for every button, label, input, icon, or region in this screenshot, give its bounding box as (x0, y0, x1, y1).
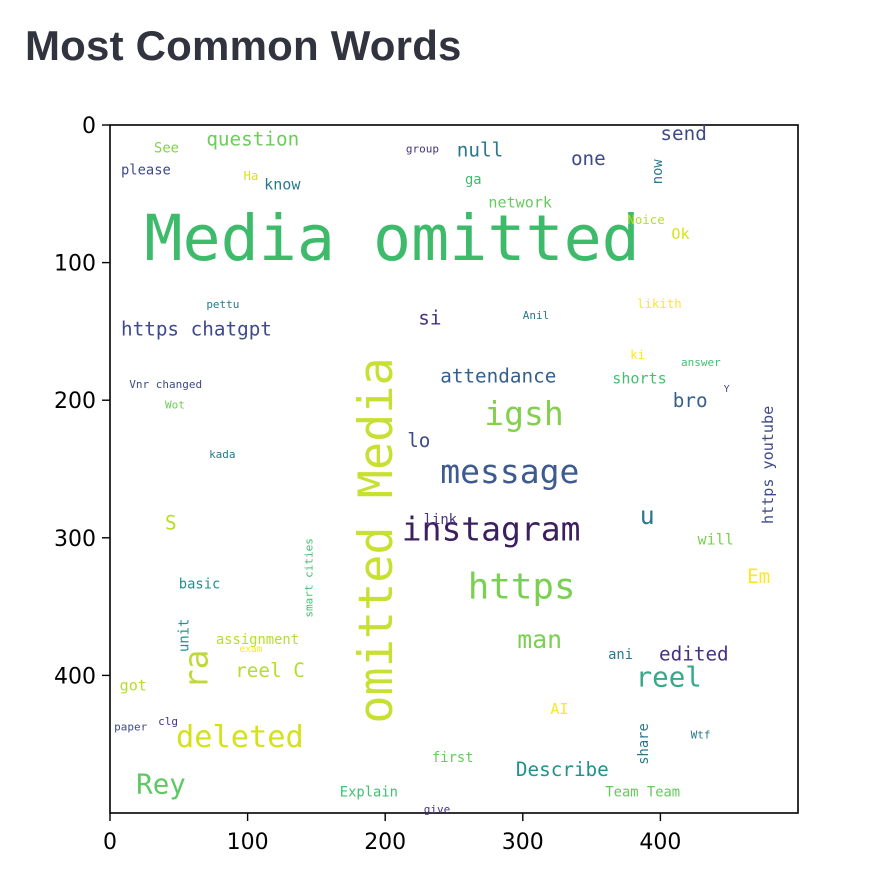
word-igsh: igsh (484, 394, 563, 433)
word-paper: paper (114, 720, 147, 733)
word-see: See (154, 141, 179, 157)
y-tick-label: 200 (54, 389, 96, 414)
y-tick-label: 300 (54, 527, 96, 552)
word-know: know (264, 176, 301, 194)
word-send: send (660, 122, 706, 145)
y-tick-label: 0 (82, 114, 96, 139)
word-ki: ki (630, 347, 645, 362)
word-will: will (698, 531, 734, 549)
word-ha: Ha (243, 168, 258, 183)
word-edited: edited (659, 642, 729, 665)
word-exam: exam (239, 644, 262, 655)
word-s: S (165, 512, 177, 535)
word-ra: ra (177, 649, 216, 689)
word-u: u (640, 501, 655, 530)
word-ok: Ok (671, 225, 689, 243)
word-vnr-changed: Vnr changed (129, 378, 202, 391)
word-media-omitted: Media omitted (144, 201, 639, 275)
word-anil: Anil (523, 309, 550, 322)
word-basic: basic (179, 577, 221, 593)
word-https: https (468, 566, 576, 607)
word-question: question (206, 128, 299, 151)
word-omitted-media: omitted Media (350, 357, 404, 723)
word-one: one (571, 147, 606, 170)
x-tick-label: 400 (639, 830, 681, 855)
word-likith: likith (637, 296, 682, 311)
word-wtf: Wtf (691, 729, 711, 742)
plot-frame (109, 124, 799, 814)
word-please: please (121, 163, 171, 179)
word-group: group (406, 143, 439, 156)
word-ai: AI (550, 700, 568, 718)
word-now: now (650, 159, 666, 185)
word-ani: ani (608, 647, 633, 663)
word-ga: ga (465, 172, 482, 188)
word-shorts: shorts (612, 370, 667, 388)
word-give: give (424, 803, 451, 816)
word-y: Y (724, 384, 730, 395)
word-bro: bro (673, 389, 708, 412)
word-unit: unit (176, 619, 192, 652)
word-reel: reel (636, 661, 702, 693)
x-tick-label: 300 (502, 830, 544, 855)
word-lo: lo (407, 429, 430, 452)
word-wot: Wot (165, 398, 185, 411)
word-clg: clg (158, 715, 178, 728)
word-em: Em (747, 565, 770, 588)
word-smart-cities: smart cities (302, 538, 315, 617)
word-describe: Describe (516, 758, 609, 781)
word-attendance: attendance (440, 364, 556, 387)
word-network: network (488, 194, 552, 212)
y-tick-label: 400 (54, 664, 96, 689)
word-https-youtube: https youtube (759, 406, 777, 524)
y-tick-label: 100 (54, 252, 96, 277)
word-message: message (440, 452, 579, 491)
word-man: man (517, 625, 562, 654)
page-title: Most Common Words (25, 22, 462, 69)
word-explain: Explain (340, 784, 398, 800)
word-https-chatgpt: https chatgpt (121, 318, 272, 341)
word-pettu: pettu (206, 298, 239, 311)
word-team-team: Team Team (605, 784, 680, 800)
word-link: link (424, 512, 458, 528)
word-deleted: deleted (176, 720, 304, 755)
word-instagram: instagram (402, 510, 581, 549)
word-reel-c: reel C (235, 659, 305, 682)
word-answer: answer (681, 356, 721, 369)
word-rey: Rey (136, 769, 186, 801)
word-share: share (636, 723, 652, 765)
x-tick-label: 100 (227, 830, 269, 855)
word-got: got (120, 677, 147, 695)
word-kada: kada (209, 448, 236, 461)
word-noice: Noice (627, 212, 664, 227)
word-null: null (457, 139, 503, 162)
word-first: first (432, 750, 474, 766)
word-si: si (418, 307, 441, 330)
x-tick-label: 200 (364, 830, 406, 855)
x-tick-label: 0 (103, 830, 117, 855)
word-assignment: assignment (216, 632, 299, 648)
